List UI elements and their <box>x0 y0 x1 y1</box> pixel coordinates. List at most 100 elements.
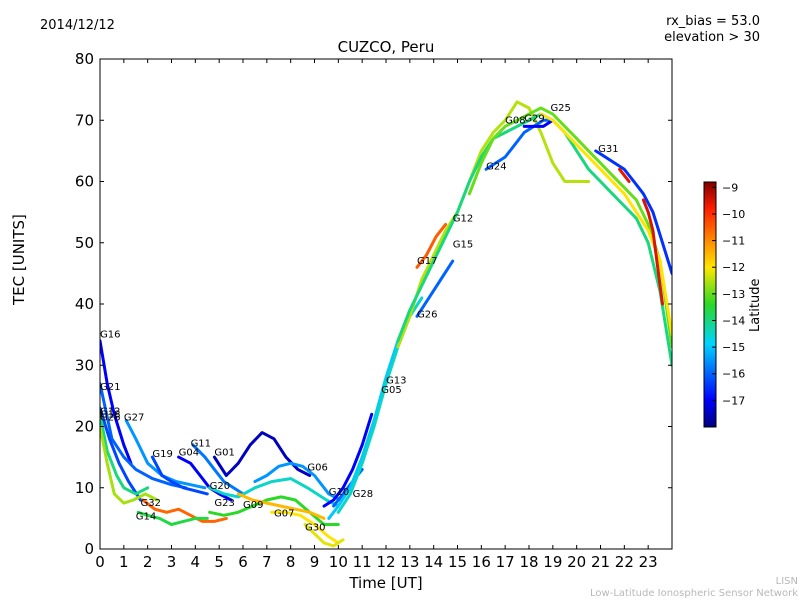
series-g31b <box>641 198 664 306</box>
x-tick-label: 2 <box>143 553 153 571</box>
colorbar-tick-label: −11 <box>722 235 745 248</box>
colorbar <box>703 181 717 428</box>
x-tick-label: 6 <box>238 553 248 571</box>
series-g24 <box>484 118 555 171</box>
x-tick-label: 3 <box>167 553 177 571</box>
x-tick-label: 11 <box>353 553 372 571</box>
series-g25 <box>539 112 672 337</box>
x-tick-label: 10 <box>329 553 348 571</box>
series-g18 <box>100 412 150 496</box>
x-tick-label: 9 <box>310 553 320 571</box>
colorbar-tick-label: −13 <box>722 288 745 301</box>
series-g10 <box>322 412 374 508</box>
series-label: G32 <box>141 498 161 509</box>
series-g30 <box>303 523 345 548</box>
colorbar-tick-label: −17 <box>722 394 745 407</box>
credit-long: Low-Latitude Ionospheric Sensor Network <box>590 588 798 599</box>
series-g26b <box>415 259 455 318</box>
series-g15 <box>396 112 672 367</box>
series-g19 <box>150 455 209 496</box>
x-tick-label: 19 <box>543 553 562 571</box>
series-label: G28 <box>353 489 373 500</box>
series-g23 <box>208 495 340 526</box>
series-g04 <box>177 455 233 502</box>
chart-title: CUZCO, Peru <box>337 38 435 56</box>
series-g07 <box>270 510 340 545</box>
series-label: G18 <box>100 409 120 420</box>
series-label: G05 <box>381 385 401 396</box>
series-label: G29 <box>524 113 544 124</box>
series-label: G25 <box>550 103 570 114</box>
series-label: G08 <box>505 115 525 126</box>
series-g30b <box>618 167 631 183</box>
x-tick-label: 18 <box>519 553 538 571</box>
series-g12b <box>396 100 591 349</box>
y-tick-label: 70 <box>75 111 94 129</box>
series-g16 <box>100 339 133 465</box>
series-g29 <box>522 118 555 128</box>
series-label: G01 <box>214 447 234 458</box>
credit-short: LISN <box>775 576 798 587</box>
series-g32 <box>141 498 228 523</box>
date-label: 2014/12/12 <box>40 18 115 33</box>
y-tick-label: 0 <box>84 540 94 558</box>
series-label: G11 <box>191 439 211 450</box>
series-g09 <box>236 492 326 520</box>
colorbar-tick-label: −12 <box>722 261 745 274</box>
x-tick-label: 21 <box>591 553 610 571</box>
plot-frame <box>99 58 673 550</box>
y-tick-label: 20 <box>75 418 94 436</box>
x-tick-label: 14 <box>424 553 443 571</box>
series-label: G04 <box>179 447 199 458</box>
series-label: G27 <box>124 412 144 423</box>
plot-settings: rx_bias = 53.0 elevation > 30 <box>664 14 760 46</box>
y-tick-label: 50 <box>75 234 94 252</box>
series-label: G09 <box>243 500 263 511</box>
x-tick-label: 20 <box>567 553 586 571</box>
series-label: G10 <box>329 487 349 498</box>
colorbar-tick-label: −15 <box>722 341 745 354</box>
series-label: G17 <box>417 256 437 267</box>
x-tick-label: 13 <box>400 553 419 571</box>
series-label: G24 <box>486 161 506 172</box>
y-tick-label: 10 <box>75 479 94 497</box>
colorbar-tick-label: −10 <box>722 208 745 221</box>
x-tick-label: 15 <box>448 553 467 571</box>
series-label: G21 <box>100 382 120 393</box>
series-label: G06 <box>307 463 327 474</box>
series-g21 <box>100 382 188 490</box>
series-label: G26 <box>417 309 437 320</box>
series-label: G12 <box>453 213 473 224</box>
y-tick-label: 80 <box>75 50 94 68</box>
series-g31 <box>594 149 672 275</box>
x-tick-label: 12 <box>376 553 395 571</box>
x-tick-label: 8 <box>286 553 296 571</box>
series-label: G26 <box>100 412 120 423</box>
colorbar-tick-label: −16 <box>722 368 745 381</box>
series-label: G30 <box>305 523 325 534</box>
series-label: G20 <box>210 481 230 492</box>
series-g06 <box>253 461 343 502</box>
series-label: G13 <box>386 376 406 387</box>
series-label: G15 <box>453 240 473 251</box>
series-label: G12 <box>100 406 120 417</box>
x-axis-label: Time [UT] <box>349 574 423 592</box>
series-g26 <box>100 425 159 505</box>
x-tick-label: 1 <box>119 553 129 571</box>
rx-bias-label: rx_bias = 53.0 <box>666 14 760 29</box>
series-label: G07 <box>274 509 294 520</box>
series-g14 <box>136 510 209 526</box>
elevation-label: elevation > 30 <box>664 30 760 45</box>
colorbar-tick-label: −9 <box>722 181 738 194</box>
series-g13 <box>327 314 412 520</box>
y-tick-label: 30 <box>75 356 94 374</box>
x-tick-label: 0 <box>95 553 105 571</box>
x-tick-label: 17 <box>496 553 515 571</box>
x-tick-label: 7 <box>262 553 272 571</box>
credit: LISN Low-Latitude Ionospheric Sensor Net… <box>590 576 798 600</box>
x-tick-label: 4 <box>191 553 201 571</box>
x-tick-label: 5 <box>214 553 224 571</box>
series-g11 <box>191 443 245 496</box>
series-g20 <box>208 477 340 508</box>
